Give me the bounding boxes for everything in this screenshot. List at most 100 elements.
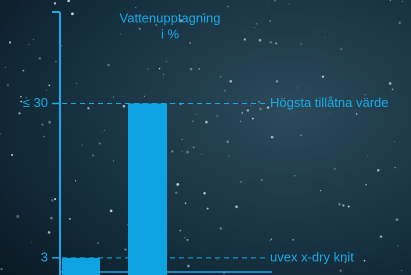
snowflake (187, 265, 190, 268)
snowflake (9, 41, 11, 43)
snowflake (101, 132, 102, 133)
bar (62, 258, 100, 275)
snowflake (365, 184, 367, 186)
snowflake (71, 12, 74, 15)
snowflake (48, 121, 51, 124)
snowflake (185, 202, 187, 204)
snowflake (22, 70, 24, 72)
snowflake (196, 114, 197, 115)
snowflake (377, 169, 380, 172)
snowflake (124, 249, 126, 251)
snowflake (364, 260, 366, 262)
snowflake (348, 206, 350, 208)
snowflake (184, 237, 186, 239)
reference-label: uvex x-dry knit (270, 249, 354, 264)
snowflake (76, 83, 77, 84)
snowflake (367, 156, 368, 157)
snowflake (192, 120, 194, 122)
snowflake (203, 192, 206, 195)
snowflake (51, 199, 54, 202)
snowflake (402, 1, 403, 2)
snowflake (5, 67, 6, 68)
snowflake (110, 209, 113, 212)
snowflake (340, 48, 342, 50)
snowflake (244, 38, 246, 40)
snowflake (275, 42, 277, 44)
snowflake (300, 135, 301, 136)
snowflake (235, 205, 238, 208)
snowflake (135, 7, 136, 8)
snowflake (320, 190, 321, 191)
snowflake (31, 242, 32, 243)
snowflake (219, 227, 222, 230)
snowflake (18, 112, 20, 114)
snowflake (38, 57, 41, 60)
snowflake (324, 37, 325, 38)
snowflake (271, 238, 272, 239)
snowflake (270, 240, 271, 241)
snowflake (229, 80, 232, 83)
snowflake (166, 61, 168, 63)
chart-title: Vattenupptagning (120, 10, 221, 25)
snowflake (240, 181, 242, 183)
snowflake (82, 144, 83, 145)
chart: Vattenupptagning i % ≤ 303uvex x-dry kni… (0, 0, 411, 275)
snowflake (54, 2, 56, 4)
snowflake (297, 88, 298, 89)
snowflake (193, 146, 195, 148)
snowflake (254, 27, 255, 28)
reference-label: Högsta tillåtna värde (270, 95, 389, 110)
bar (128, 103, 167, 275)
snowflake (163, 73, 165, 75)
snowflake (0, 268, 2, 270)
snowflake (294, 175, 295, 176)
snowflake (259, 108, 262, 111)
snowflake (242, 112, 243, 113)
snowflake (54, 198, 56, 200)
snowflake (163, 78, 164, 79)
snowflake (182, 151, 183, 152)
y-tick-label: ≤ 30 (23, 95, 48, 110)
snowflake (46, 90, 47, 91)
snowflake (182, 139, 183, 140)
snowflake (342, 204, 344, 206)
snowflake (16, 215, 19, 218)
snowflake (339, 203, 341, 205)
snowflake (69, 10, 70, 11)
snowflake (92, 154, 94, 156)
snowflake (139, 28, 141, 30)
snowflake (220, 76, 222, 78)
snowflake (389, 82, 392, 85)
snowflake (397, 245, 398, 246)
snowflake (41, 123, 43, 125)
snowflake (43, 136, 45, 138)
snowflake (179, 230, 181, 232)
snowflake (123, 105, 126, 108)
snowflake (69, 218, 71, 220)
snowflake (267, 106, 269, 108)
snowflake (147, 68, 148, 69)
snowflake (107, 64, 109, 66)
snowflake (356, 113, 358, 115)
chart-title: i % (161, 26, 180, 41)
page: Vattenupptagning i % ≤ 303uvex x-dry kni… (0, 0, 411, 275)
snowflake (175, 191, 177, 193)
snowflake (205, 121, 208, 124)
snowflake (189, 42, 191, 44)
snowflake (227, 141, 229, 143)
snowflake (394, 141, 395, 142)
snowflake (289, 3, 290, 4)
snowflake (11, 154, 13, 156)
snowflake (252, 118, 254, 120)
snowflake (120, 33, 121, 34)
snowflake (87, 107, 89, 109)
snowflake (322, 76, 324, 78)
snowflake (113, 96, 115, 98)
snowflake (186, 151, 189, 154)
snowflake (334, 168, 336, 170)
snowflake (97, 242, 99, 244)
snowflake (301, 44, 302, 45)
snowflake (396, 218, 399, 221)
snowflake (329, 113, 330, 114)
snowflake (104, 130, 105, 131)
